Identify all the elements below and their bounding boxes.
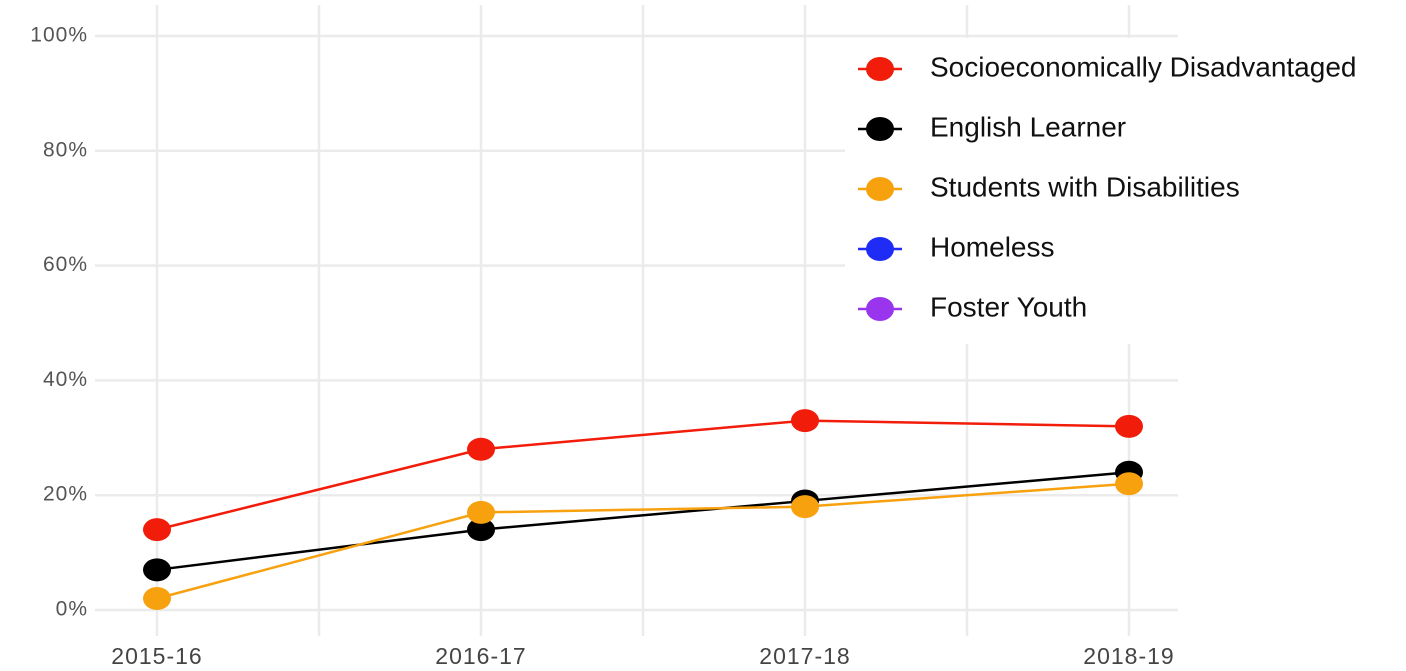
legend-label: Homeless bbox=[930, 231, 1054, 262]
y-tick-label: 100% bbox=[30, 24, 88, 47]
y-tick-label: 40% bbox=[43, 368, 88, 391]
legend-marker bbox=[866, 297, 894, 321]
data-point bbox=[467, 500, 495, 524]
y-tick-label: 0% bbox=[56, 598, 88, 621]
data-point bbox=[467, 437, 495, 461]
legend-label: Socioeconomically Disadvantaged bbox=[930, 51, 1356, 82]
x-tick-label: 2018-19 bbox=[1083, 643, 1174, 669]
x-tick-label: 2015-16 bbox=[111, 643, 202, 669]
legend-label: Students with Disabilities bbox=[930, 171, 1240, 202]
legend-background bbox=[845, 38, 1406, 344]
legend-marker bbox=[866, 237, 894, 261]
x-tick-label: 2016-17 bbox=[435, 643, 526, 669]
y-tick-label: 60% bbox=[43, 253, 88, 276]
legend-marker bbox=[866, 177, 894, 201]
data-point bbox=[143, 518, 171, 542]
data-point bbox=[791, 409, 819, 433]
data-point bbox=[143, 558, 171, 582]
data-point bbox=[143, 587, 171, 611]
series-line bbox=[156, 419, 1130, 531]
data-point bbox=[467, 518, 495, 542]
y-tick-label: 20% bbox=[43, 483, 88, 506]
y-tick-label: 80% bbox=[43, 138, 88, 161]
data-point bbox=[1115, 472, 1143, 496]
data-point bbox=[1115, 414, 1143, 438]
legend-label: English Learner bbox=[930, 111, 1126, 142]
legend: Socioeconomically Disadvantaged English L… bbox=[845, 38, 1406, 344]
series-line bbox=[156, 470, 1130, 572]
legend-label: Foster Youth bbox=[930, 291, 1087, 322]
series-line bbox=[156, 482, 1130, 600]
legend-marker bbox=[866, 117, 894, 141]
legend-marker bbox=[866, 57, 894, 81]
data-point bbox=[791, 495, 819, 519]
x-tick-label: 2017-18 bbox=[759, 643, 850, 669]
